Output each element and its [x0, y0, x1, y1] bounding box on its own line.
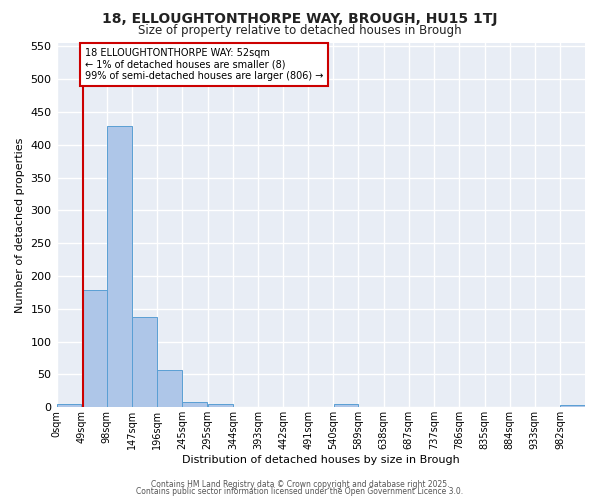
Bar: [157, 370, 182, 408]
Bar: [107, 126, 131, 408]
Text: Contains HM Land Registry data © Crown copyright and database right 2025.: Contains HM Land Registry data © Crown c…: [151, 480, 449, 489]
Text: 18, ELLOUGHTONTHORPE WAY, BROUGH, HU15 1TJ: 18, ELLOUGHTONTHORPE WAY, BROUGH, HU15 1…: [102, 12, 498, 26]
Bar: [334, 404, 358, 407]
Bar: [208, 404, 233, 407]
Text: Size of property relative to detached houses in Brough: Size of property relative to detached ho…: [138, 24, 462, 37]
X-axis label: Distribution of detached houses by size in Brough: Distribution of detached houses by size …: [182, 455, 460, 465]
Y-axis label: Number of detached properties: Number of detached properties: [15, 138, 25, 313]
Bar: [82, 290, 107, 408]
Bar: [132, 318, 157, 408]
Text: 18 ELLOUGHTONTHORPE WAY: 52sqm
← 1% of detached houses are smaller (8)
99% of se: 18 ELLOUGHTONTHORPE WAY: 52sqm ← 1% of d…: [85, 48, 323, 81]
Bar: [182, 402, 207, 407]
Bar: [57, 404, 82, 407]
Bar: [560, 406, 585, 407]
Text: Contains public sector information licensed under the Open Government Licence 3.: Contains public sector information licen…: [136, 488, 464, 496]
